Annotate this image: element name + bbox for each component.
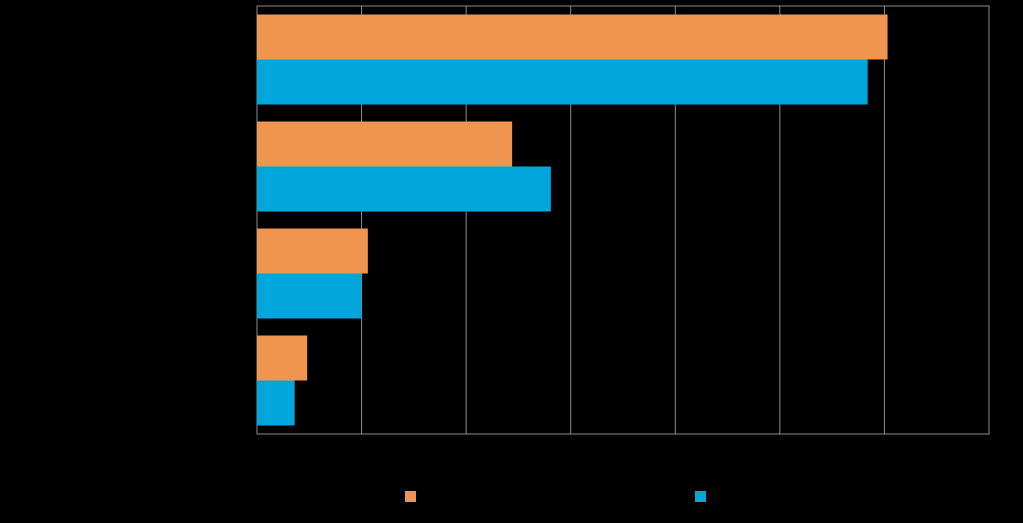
x-tick-label: 0: [254, 440, 261, 454]
bar: [257, 335, 308, 381]
x-tick-label: 40: [669, 440, 683, 454]
legend-swatch: [695, 491, 706, 502]
bar: [257, 380, 295, 426]
legend-swatch: [405, 491, 416, 502]
x-tick-label: 30: [564, 440, 578, 454]
bar: [257, 166, 551, 212]
bar: [257, 121, 513, 167]
bar: [257, 14, 888, 60]
bar: [257, 228, 368, 274]
x-tick-label: 70: [982, 440, 996, 454]
x-tick-label: 10: [355, 440, 369, 454]
bar: [257, 273, 362, 319]
x-tick-label: 50: [773, 440, 787, 454]
plot-border: [256, 5, 990, 435]
x-tick-label: 60: [878, 440, 892, 454]
bar: [257, 59, 868, 105]
x-tick-label: 20: [459, 440, 473, 454]
